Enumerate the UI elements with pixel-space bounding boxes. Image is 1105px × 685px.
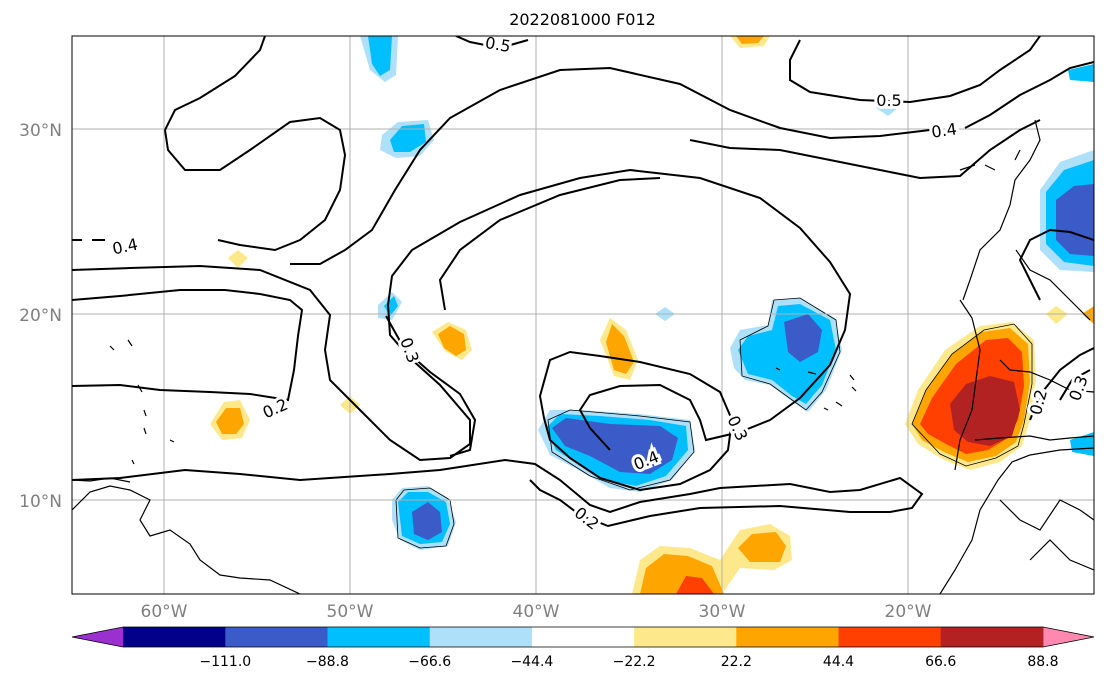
colorbar-segment <box>123 627 226 647</box>
colorbar-segment <box>940 627 1044 647</box>
colorbar <box>71 626 1095 648</box>
lat-label-20n: 20°N <box>19 306 62 326</box>
lon-label-30w: 30°W <box>699 602 746 622</box>
colorbar-tick-label: 44.4 <box>823 654 854 670</box>
contour-label: 0.5 <box>876 91 901 110</box>
colorbar-tick-label: 66.6 <box>925 654 956 670</box>
lon-label-40w: 40°W <box>513 602 560 622</box>
colorbar-ticks: −111.0 −88.8 −66.6 −44.4 −22.2 22.2 44.4 66.6 88… <box>199 654 1058 670</box>
colorbar-tick-label: 88.8 <box>1027 654 1058 670</box>
colorbar-segment <box>531 627 635 647</box>
coastlines <box>72 119 1094 594</box>
colorbar-segment <box>634 627 737 647</box>
colorbar-tick-label: −22.2 <box>613 654 656 670</box>
contour-label: 0.4 <box>930 119 958 141</box>
colorbar-outline <box>71 626 1095 648</box>
colorbar-tick-label: −44.4 <box>510 654 553 670</box>
colorbar-extend-low <box>72 627 125 647</box>
colorbar-tick-label: −66.6 <box>408 654 451 670</box>
map-title: 2022081000 F012 <box>509 10 656 29</box>
lat-labels: 30°N 20°N 10°N <box>19 121 62 512</box>
colorbar-tick-label: −111.0 <box>199 654 251 670</box>
colorbar-tick-label: −88.8 <box>306 654 349 670</box>
lat-label-30n: 30°N <box>19 121 62 141</box>
colorbar-tick-label: 22.2 <box>721 654 752 670</box>
contours <box>72 36 1094 528</box>
lon-label-60w: 60°W <box>141 602 188 622</box>
lon-label-50w: 50°W <box>327 602 374 622</box>
colorbar-segment <box>225 627 328 647</box>
map-panel: 0.5 0.5 0.4 0.4 0.3 0.2 0.4 0.3 <box>72 36 1094 594</box>
lon-label-20w: 20°W <box>885 602 932 622</box>
colorbar-segment <box>429 627 533 647</box>
colorbar-segment <box>327 627 431 647</box>
colorbar-segment <box>838 627 942 647</box>
lon-labels: 60°W 50°W 40°W 30°W 20°W <box>141 602 932 622</box>
lat-label-10n: 10°N <box>19 492 62 512</box>
colorbar-extend-high <box>1041 627 1094 647</box>
shaded-field <box>210 36 1094 594</box>
map-frame <box>71 35 1095 595</box>
colorbar-segment <box>736 627 839 647</box>
